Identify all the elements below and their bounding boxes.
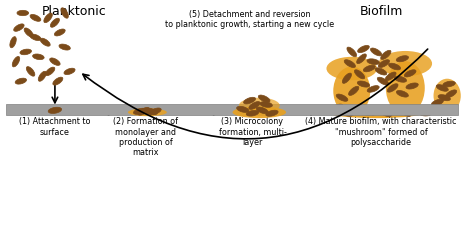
Ellipse shape <box>249 101 260 109</box>
Ellipse shape <box>24 28 33 37</box>
Ellipse shape <box>378 60 390 68</box>
Ellipse shape <box>50 58 60 65</box>
Ellipse shape <box>375 68 387 75</box>
Ellipse shape <box>233 106 286 118</box>
Ellipse shape <box>443 81 456 87</box>
Text: (4) Mature biofilm, with characteristic
"mushroom" formed of
polysaccharide: (4) Mature biofilm, with characteristic … <box>305 117 457 147</box>
Ellipse shape <box>336 94 348 101</box>
Ellipse shape <box>351 104 362 112</box>
Ellipse shape <box>53 77 63 85</box>
Text: Biofilm: Biofilm <box>359 5 402 18</box>
Ellipse shape <box>385 72 396 81</box>
FancyBboxPatch shape <box>6 104 458 115</box>
Ellipse shape <box>40 38 50 46</box>
Ellipse shape <box>260 102 273 107</box>
Ellipse shape <box>389 63 401 70</box>
Ellipse shape <box>400 108 410 117</box>
Ellipse shape <box>371 48 382 56</box>
Text: (1) Attachment to
surface: (1) Attachment to surface <box>19 117 91 136</box>
Ellipse shape <box>419 110 431 116</box>
Ellipse shape <box>134 108 146 114</box>
Ellipse shape <box>48 107 62 113</box>
Ellipse shape <box>128 108 167 116</box>
Ellipse shape <box>333 67 370 115</box>
Ellipse shape <box>367 59 379 64</box>
Ellipse shape <box>438 95 450 101</box>
Ellipse shape <box>59 44 70 50</box>
Ellipse shape <box>10 37 16 48</box>
Ellipse shape <box>138 107 149 115</box>
Ellipse shape <box>342 73 351 83</box>
Text: (3) Microcolony
formation, multi-
layer: (3) Microcolony formation, multi- layer <box>219 117 286 147</box>
Ellipse shape <box>344 60 356 68</box>
Ellipse shape <box>379 51 432 76</box>
Ellipse shape <box>55 29 65 36</box>
Ellipse shape <box>327 57 377 80</box>
Ellipse shape <box>256 107 268 114</box>
Ellipse shape <box>409 107 421 114</box>
Ellipse shape <box>258 95 270 102</box>
Ellipse shape <box>386 61 425 115</box>
Ellipse shape <box>357 45 369 53</box>
Ellipse shape <box>14 24 24 31</box>
Ellipse shape <box>380 110 392 117</box>
Ellipse shape <box>38 71 46 81</box>
Ellipse shape <box>404 70 416 77</box>
Ellipse shape <box>355 70 365 79</box>
Ellipse shape <box>357 81 370 87</box>
Ellipse shape <box>244 97 255 104</box>
FancyArrowPatch shape <box>83 49 428 139</box>
Ellipse shape <box>239 98 280 113</box>
Ellipse shape <box>27 67 35 76</box>
Ellipse shape <box>20 49 31 55</box>
Ellipse shape <box>331 104 343 111</box>
Ellipse shape <box>363 65 375 72</box>
Ellipse shape <box>406 83 418 89</box>
Ellipse shape <box>61 8 68 18</box>
Ellipse shape <box>360 110 373 115</box>
Text: (2) Formation of
monolayer and
production of
matrix: (2) Formation of monolayer and productio… <box>113 117 178 157</box>
Ellipse shape <box>44 13 53 23</box>
Ellipse shape <box>356 54 366 64</box>
Ellipse shape <box>377 77 389 85</box>
Ellipse shape <box>45 67 55 76</box>
Ellipse shape <box>33 54 44 60</box>
Ellipse shape <box>50 18 59 27</box>
Ellipse shape <box>145 108 157 115</box>
Ellipse shape <box>15 78 27 84</box>
Ellipse shape <box>390 106 402 112</box>
Ellipse shape <box>341 110 353 116</box>
Ellipse shape <box>149 108 161 115</box>
Ellipse shape <box>436 85 448 91</box>
Ellipse shape <box>387 84 398 92</box>
Ellipse shape <box>371 106 381 115</box>
Ellipse shape <box>30 14 41 21</box>
Ellipse shape <box>396 56 409 62</box>
Ellipse shape <box>237 106 249 112</box>
Ellipse shape <box>141 109 154 114</box>
Text: (5) Detachment and reversion
to planktonic growth, starting a new cycle: (5) Detachment and reversion to plankton… <box>165 10 334 29</box>
Ellipse shape <box>17 10 28 16</box>
Ellipse shape <box>446 90 456 98</box>
Ellipse shape <box>394 76 407 82</box>
Ellipse shape <box>396 90 409 97</box>
Ellipse shape <box>12 56 20 67</box>
Ellipse shape <box>266 110 278 116</box>
Ellipse shape <box>434 79 461 113</box>
Ellipse shape <box>381 50 391 59</box>
Ellipse shape <box>328 106 425 118</box>
Ellipse shape <box>246 110 259 116</box>
Ellipse shape <box>431 99 444 106</box>
Ellipse shape <box>347 47 356 57</box>
Ellipse shape <box>64 68 75 75</box>
Text: Planktonic: Planktonic <box>42 5 107 18</box>
Ellipse shape <box>367 86 379 92</box>
Ellipse shape <box>348 86 359 95</box>
Ellipse shape <box>30 34 41 41</box>
